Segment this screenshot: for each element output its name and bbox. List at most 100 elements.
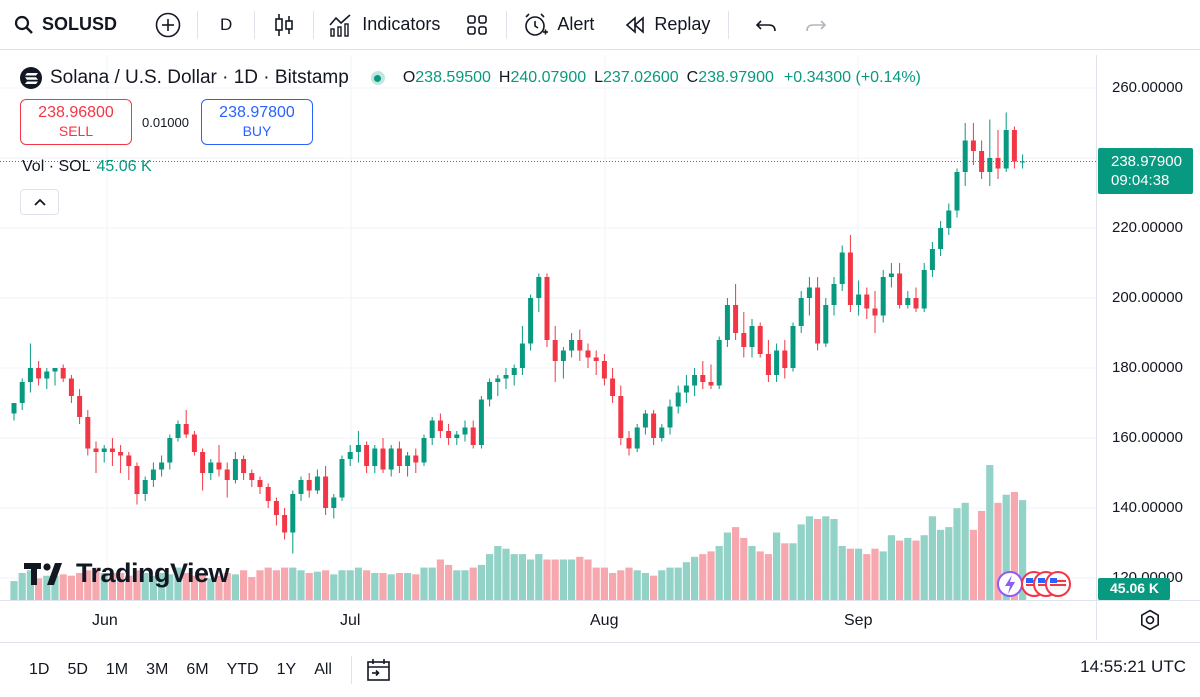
candle-body	[36, 368, 42, 379]
candle-body	[552, 340, 558, 361]
candle-body	[708, 382, 714, 386]
clock[interactable]: 14:55:21 UTC	[1080, 657, 1186, 676]
volume-bar	[363, 570, 371, 600]
candle-body	[462, 427, 468, 435]
chevron-up-icon	[33, 198, 46, 206]
range-button-ytd[interactable]: YTD	[226, 661, 259, 678]
chart-settings-button[interactable]	[1139, 609, 1161, 636]
range-button-6m[interactable]: 6M	[186, 661, 209, 678]
chart-area[interactable]	[0, 55, 1200, 645]
candle-body	[634, 427, 640, 449]
candle-body	[765, 354, 771, 375]
volume-bar	[26, 570, 34, 600]
indicators-button[interactable]: Indicators	[314, 0, 458, 49]
date-range-button[interactable]	[366, 658, 392, 682]
candle-body	[618, 396, 624, 438]
symbol-search[interactable]: SOLUSD	[0, 0, 127, 49]
volume-bar	[650, 575, 658, 600]
undo-button[interactable]	[729, 0, 791, 49]
tradingview-watermark[interactable]: TradingView	[24, 558, 230, 589]
candle-body	[52, 368, 58, 372]
range-button-3m[interactable]: 3M	[146, 661, 169, 678]
candle-body	[208, 462, 214, 473]
x-tick-label: Sep	[844, 612, 873, 629]
candle-body	[1020, 161, 1026, 163]
redo-button[interactable]	[791, 0, 841, 49]
y-tick-label: 160.00000	[1112, 429, 1183, 446]
current-price-tag: 238.97900 09:04:38	[1098, 148, 1193, 194]
candle-body	[577, 340, 583, 351]
volume-bar	[395, 573, 403, 600]
candle-body	[380, 448, 386, 470]
volume-bar	[937, 529, 945, 600]
candle-body	[585, 350, 591, 358]
volume-bar	[912, 540, 920, 600]
volume-bar	[428, 567, 436, 600]
candle-body	[831, 284, 837, 305]
candle-body	[503, 375, 509, 379]
volume-bar	[67, 575, 75, 600]
sell-button[interactable]: 238.96800 SELL	[20, 99, 132, 145]
candle-body	[413, 455, 419, 463]
price-chart[interactable]	[0, 55, 1200, 645]
volume-bar	[264, 567, 272, 600]
volume-bar	[199, 573, 207, 600]
candle-body	[355, 445, 361, 452]
volume-bar	[576, 556, 584, 600]
range-button-1m[interactable]: 1M	[105, 661, 129, 678]
replay-button[interactable]: Replay	[610, 0, 728, 49]
range-button-1d[interactable]: 1D	[29, 661, 50, 678]
chart-type-button[interactable]	[255, 0, 313, 49]
range-button-5d[interactable]: 5D	[67, 661, 88, 678]
candle-body	[757, 326, 763, 354]
volume-bar	[371, 573, 379, 600]
candle-body	[741, 333, 747, 347]
volume-bar	[92, 567, 100, 600]
volume-bar	[412, 574, 420, 600]
volume-bar	[1002, 494, 1010, 600]
volume-bar	[896, 540, 904, 600]
buy-button[interactable]: 238.97800 BUY	[201, 99, 313, 145]
volume-bar	[453, 570, 461, 600]
volume-bar	[969, 529, 977, 600]
candle-body	[962, 140, 968, 172]
collapse-legend-button[interactable]	[20, 189, 59, 215]
high-key: H	[498, 69, 511, 86]
candle-body	[60, 368, 66, 379]
candle-body	[175, 424, 181, 438]
layouts-button[interactable]	[458, 0, 506, 49]
candle-body	[126, 455, 132, 466]
volume-bar	[248, 577, 256, 600]
gear-icon	[1140, 609, 1160, 631]
range-button-all[interactable]: All	[314, 661, 332, 678]
candle-body	[864, 294, 870, 309]
volume-bar	[272, 570, 280, 600]
candle-body	[323, 476, 329, 508]
close-value: 238.97900	[698, 69, 774, 86]
plus-circle-icon	[155, 12, 181, 37]
volume-bar	[625, 567, 633, 600]
volume-bar	[723, 532, 731, 600]
volume-bar	[871, 548, 879, 600]
interval-button[interactable]: D	[198, 0, 254, 49]
range-selector: 1D 5D 1M 3M 6M YTD 1Y All	[20, 661, 341, 679]
candle-body	[970, 140, 976, 151]
volume-bar	[805, 516, 813, 600]
volume-bar	[281, 567, 289, 600]
volume-bar	[166, 574, 174, 600]
candle-body	[519, 343, 525, 368]
volume-bar	[305, 573, 313, 600]
candle-body	[798, 298, 804, 326]
candle-body	[536, 277, 542, 298]
price-change: +0.34300 (+0.14%)	[783, 69, 921, 86]
compare-button[interactable]	[127, 0, 197, 49]
low-value: 237.02600	[603, 69, 679, 86]
market-open-indicator[interactable]	[370, 71, 385, 85]
candle-body	[159, 462, 165, 470]
candle-body	[282, 515, 288, 533]
candle-body	[470, 427, 476, 445]
range-button-1y[interactable]: 1Y	[276, 661, 297, 678]
alert-button[interactable]: Alert	[507, 0, 610, 49]
volume-bar	[707, 551, 715, 600]
candle-body	[626, 438, 632, 449]
